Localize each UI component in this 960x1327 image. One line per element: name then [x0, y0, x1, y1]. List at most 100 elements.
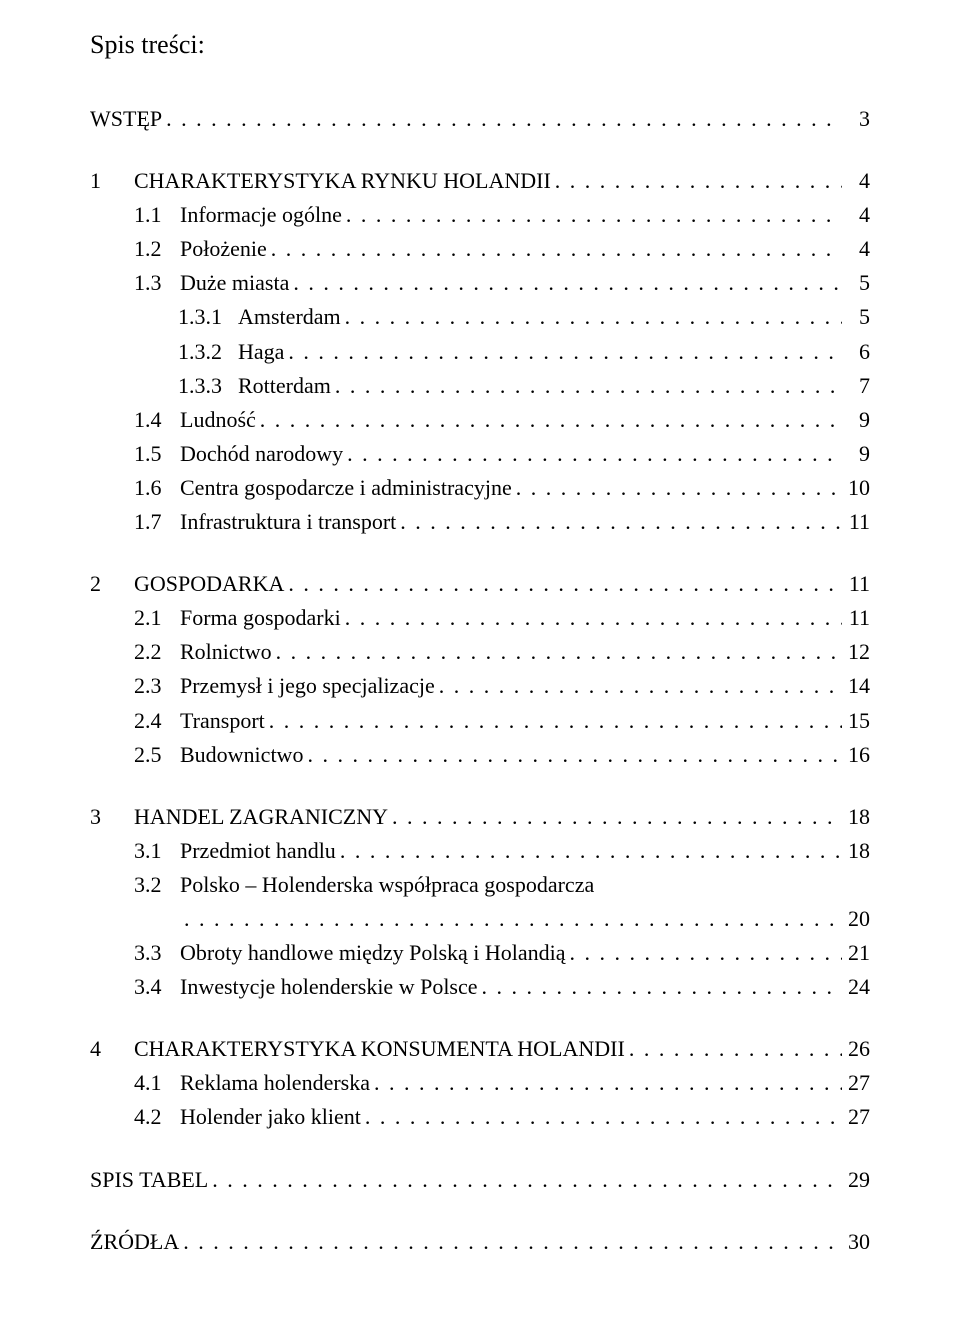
entry-label: Przedmiot handlu [180, 834, 336, 868]
entry-number: 1.5 [134, 437, 180, 471]
entry-number: 2 [90, 567, 120, 601]
toc-row: ŹRÓDŁA30 [90, 1225, 870, 1259]
entry-number: 3 [90, 800, 120, 834]
page-number: 18 [842, 800, 870, 834]
toc-block: 2GOSPODARKA112.1Forma gospodarki112.2Rol… [90, 567, 870, 772]
toc-block: ŹRÓDŁA30 [90, 1225, 870, 1259]
entry-number: 2.4 [134, 704, 180, 738]
dot-leader [267, 232, 842, 266]
dot-leader [512, 471, 842, 505]
entry-label: HANDEL ZAGRANICZNY [134, 800, 388, 834]
page-number: 21 [842, 936, 870, 970]
entry-number: 3.1 [134, 834, 180, 868]
entry-label: Polsko – Holenderska współpraca gospodar… [180, 868, 594, 902]
toc-container: WSTĘP31CHARAKTERYSTYKA RYNKU HOLANDII41.… [90, 102, 870, 1259]
dot-leader [342, 198, 842, 232]
toc-row: 4.2Holender jako klient 27 [90, 1100, 870, 1134]
dot-leader [341, 601, 842, 635]
toc-row: 4CHARAKTERYSTYKA KONSUMENTA HOLANDII26 [90, 1032, 870, 1066]
page-number: 11 [842, 567, 870, 601]
page-number: 30 [842, 1225, 870, 1259]
dot-leader [331, 369, 842, 403]
entry-number: 2.5 [134, 738, 180, 772]
dot-leader [625, 1032, 842, 1066]
dot-leader [343, 437, 842, 471]
entry-label: Rolnictwo [180, 635, 272, 669]
entry-label: Holender jako klient [180, 1100, 361, 1134]
entry-number: 4.2 [134, 1100, 180, 1134]
entry-number: 4 [90, 1032, 120, 1066]
page-number: 18 [842, 834, 870, 868]
entry-label: Infrastruktura i transport [180, 505, 396, 539]
toc-row: 3 HANDEL ZAGRANICZNY 18 [90, 800, 870, 834]
toc-row: 3.2Polsko – Holenderska współpraca gospo… [90, 868, 870, 902]
dot-leader [341, 300, 842, 334]
entry-number: 3.3 [134, 936, 180, 970]
toc-row: WSTĘP3 [90, 102, 870, 136]
dot-leader [336, 834, 842, 868]
toc-row: 1.3Duże miasta5 [90, 266, 870, 300]
toc-row: 2.4Transport15 [90, 704, 870, 738]
page-number: 4 [842, 232, 870, 266]
page-number: 9 [842, 437, 870, 471]
entry-label: Położenie [180, 232, 267, 266]
entry-number: 2.2 [134, 635, 180, 669]
dot-leader [370, 1066, 842, 1100]
page-number: 11 [842, 505, 870, 539]
dot-leader [284, 335, 842, 369]
entry-number: 1.3.1 [178, 300, 238, 334]
page-number: 16 [842, 738, 870, 772]
toc-row: 2.3Przemysł i jego specjalizacje14 [90, 669, 870, 703]
toc-row: 3.1Przedmiot handlu 18 [90, 834, 870, 868]
page-number: 27 [842, 1066, 870, 1100]
entry-number: 1.3.3 [178, 369, 238, 403]
dot-leader [551, 164, 842, 198]
entry-label: Przemysł i jego specjalizacje [180, 669, 435, 703]
toc-row: 2.2Rolnictwo 12 [90, 635, 870, 669]
dot-leader [303, 738, 842, 772]
toc-row: 3.4Inwestycje holenderskie w Polsce24 [90, 970, 870, 1004]
toc-row: 4.1Reklama holenderska27 [90, 1066, 870, 1100]
toc-row: 1CHARAKTERYSTYKA RYNKU HOLANDII4 [90, 164, 870, 198]
entry-number: 2.1 [134, 601, 180, 635]
entry-label: Transport [180, 704, 265, 738]
entry-label: Obroty handlowe między Polską i Holandią [180, 936, 566, 970]
toc-row: 2 GOSPODARKA 11 [90, 567, 870, 601]
toc-row: 3.3Obroty handlowe między Polską i Holan… [90, 936, 870, 970]
dot-leader [566, 936, 842, 970]
dot-leader [284, 567, 842, 601]
page-number: 27 [842, 1100, 870, 1134]
entry-number: 2.3 [134, 669, 180, 703]
dot-leader [361, 1100, 842, 1134]
entry-number: 1.7 [134, 505, 180, 539]
page-number: 20 [842, 902, 870, 936]
entry-number: 3.4 [134, 970, 180, 1004]
dot-leader [478, 970, 842, 1004]
toc-heading: Spis treści: [90, 30, 870, 60]
entry-label: Centra gospodarcze i administracyjne [180, 471, 512, 505]
entry-label: Amsterdam [238, 300, 341, 334]
entry-label: Budownictwo [180, 738, 303, 772]
toc-row: 1.3.1Amsterdam5 [90, 300, 870, 334]
page-number: 3 [842, 102, 870, 136]
entry-number: 1.6 [134, 471, 180, 505]
dot-leader [265, 704, 842, 738]
toc-row: 20 [90, 902, 870, 936]
entry-label: GOSPODARKA [134, 567, 284, 601]
entry-label: Dochód narodowy [180, 437, 343, 471]
entry-label: Haga [238, 335, 284, 369]
dot-leader [289, 266, 842, 300]
page-number: 4 [842, 164, 870, 198]
page-number: 11 [842, 601, 870, 635]
toc-row: 1.3.2Haga6 [90, 335, 870, 369]
entry-label: Forma gospodarki [180, 601, 341, 635]
toc-row: 2.1Forma gospodarki 11 [90, 601, 870, 635]
dot-leader [179, 1225, 842, 1259]
dot-leader [256, 403, 842, 437]
page-number: 12 [842, 635, 870, 669]
toc-row: 1.6Centra gospodarcze i administracyjne1… [90, 471, 870, 505]
entry-label: Ludność [180, 403, 256, 437]
toc-row: 1.5Dochód narodowy 9 [90, 437, 870, 471]
page-number: 7 [842, 369, 870, 403]
entry-number: 1.1 [134, 198, 180, 232]
